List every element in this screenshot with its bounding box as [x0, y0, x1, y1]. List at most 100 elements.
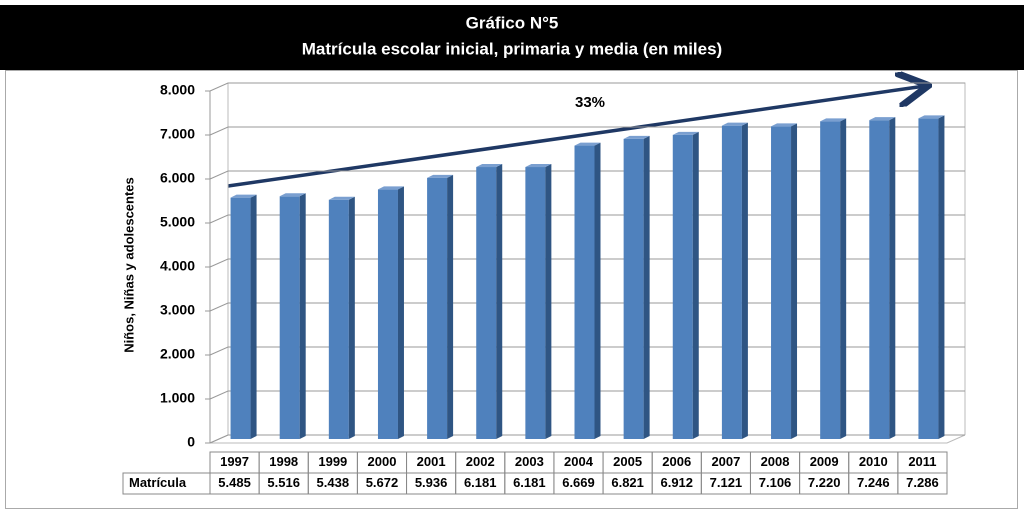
data-label: 7.121	[710, 475, 743, 490]
bar	[476, 167, 497, 439]
bar	[869, 120, 890, 440]
bar	[574, 145, 595, 439]
bar-top	[476, 164, 503, 168]
bar	[279, 196, 300, 439]
y-tick-label: 4.000	[160, 258, 195, 274]
bar	[427, 177, 448, 440]
x-tick-label: 2000	[368, 454, 397, 469]
bar-top	[427, 174, 454, 178]
bar-top	[230, 194, 257, 198]
bar-side	[889, 117, 896, 440]
bar	[377, 189, 398, 439]
x-tick-label: 1998	[269, 454, 298, 469]
bar	[672, 134, 693, 439]
bar-top	[869, 117, 896, 121]
x-tick-label: 2001	[417, 454, 446, 469]
grid-line	[209, 214, 965, 224]
bar-top	[328, 196, 355, 200]
x-tick-label: 1999	[318, 454, 347, 469]
data-label: 5.672	[366, 475, 399, 490]
title-band	[0, 5, 1024, 70]
data-label: 6.821	[611, 475, 644, 490]
annotation: 33%	[575, 94, 605, 111]
data-label: 7.246	[857, 475, 890, 490]
data-label: 7.106	[759, 475, 792, 490]
bar-side	[791, 123, 798, 439]
chart-title: Gráfico N°5	[466, 13, 559, 32]
grid-line	[209, 82, 965, 92]
bar	[918, 118, 939, 439]
data-label: 6.669	[562, 475, 595, 490]
bar	[771, 126, 792, 439]
grid-line	[209, 170, 965, 180]
data-label: 5.936	[415, 475, 448, 490]
bar-side	[250, 194, 257, 439]
x-tick-label: 2009	[810, 454, 839, 469]
y-tick-label: 5.000	[160, 214, 195, 230]
bar-top	[918, 115, 945, 119]
data-label: 5.438	[317, 475, 350, 490]
grid-line	[209, 390, 965, 400]
bar-top	[771, 123, 798, 127]
trend-arrow	[227, 86, 925, 188]
bar-side	[496, 164, 503, 439]
x-tick-label: 2011	[908, 454, 936, 469]
bar-top	[525, 164, 552, 168]
grid-line	[209, 434, 965, 444]
y-tick-label: 1.000	[160, 390, 195, 406]
grid-line	[209, 126, 965, 136]
bar	[230, 197, 251, 439]
y-tick-label: 7.000	[160, 126, 195, 142]
bar-side	[692, 131, 699, 439]
bar-top	[721, 122, 748, 126]
table-cell	[897, 472, 948, 495]
x-tick-label: 2005	[613, 454, 642, 469]
x-tick-label: 2007	[711, 454, 740, 469]
bar	[721, 125, 742, 440]
bar-side	[840, 118, 847, 439]
y-tick-label: 0	[187, 434, 195, 450]
bar-side	[299, 193, 306, 439]
bar-side	[741, 122, 748, 440]
x-tick-label: 1997	[220, 454, 249, 469]
chart-subtitle: Matrícula escolar inicial, primaria y me…	[302, 39, 722, 58]
bar-side	[938, 115, 945, 439]
bar-side	[643, 135, 650, 439]
x-tick-label: 2006	[662, 454, 691, 469]
data-label: 6.181	[464, 475, 497, 490]
x-tick-label: 2008	[761, 454, 790, 469]
bar	[623, 138, 644, 439]
x-tick-label: 2003	[515, 454, 544, 469]
y-axis-label: Niños, Niñas y adolescentes	[121, 177, 136, 353]
x-tick-label: 2010	[859, 454, 888, 469]
bar-top	[574, 142, 601, 146]
legend-label: Matrícula	[129, 475, 187, 490]
data-label: 6.181	[513, 475, 546, 490]
bar-top	[377, 186, 404, 190]
data-label: 7.220	[808, 475, 841, 490]
y-tick-label: 6.000	[160, 170, 195, 186]
data-label: 5.485	[218, 475, 251, 490]
bar-side	[397, 186, 404, 439]
bar	[328, 199, 349, 439]
bar	[525, 167, 546, 439]
bar-top	[820, 118, 847, 122]
y-tick-label: 3.000	[160, 302, 195, 318]
bar-top	[623, 135, 650, 139]
data-label: 5.516	[267, 475, 300, 490]
grid-line	[209, 346, 965, 356]
bar-side	[447, 174, 454, 440]
grid-line	[209, 258, 965, 268]
y-tick-label: 8.000	[160, 82, 195, 98]
data-label: 6.912	[660, 475, 693, 490]
bar-side	[348, 196, 355, 439]
bar	[820, 121, 841, 439]
y-tick-label: 2.000	[160, 346, 195, 362]
chart-border	[5, 70, 1018, 509]
bar-top	[279, 193, 306, 197]
bar-side	[594, 142, 601, 439]
bar-top	[672, 131, 699, 135]
grid-line	[209, 302, 965, 312]
x-tick-label: 2002	[466, 454, 495, 469]
